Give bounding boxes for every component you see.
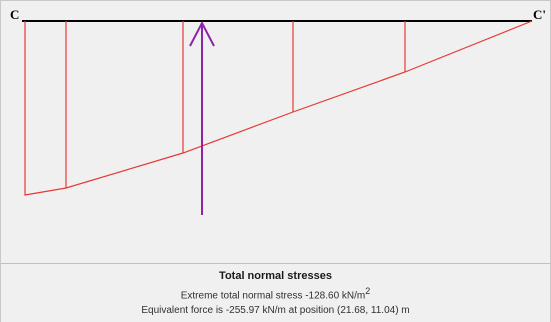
- section-start-label: C: [10, 7, 20, 22]
- unit-exponent: 2: [365, 286, 371, 296]
- extreme-stress-text: Extreme total normal stress -128.60 kN/m: [180, 290, 366, 302]
- stress-envelope: [24, 20, 533, 196]
- info-title: Total normal stresses: [219, 270, 332, 282]
- stress-diagram: [22, 20, 533, 215]
- section-end-label: C': [533, 7, 546, 22]
- equivalent-force-line: Equivalent force is -255.97 kN/m at posi…: [141, 305, 410, 317]
- extreme-stress-line: Extreme total normal stress -128.60 kN/m…: [1, 286, 550, 301]
- stress-info-panel: Total normal stresses Extreme total norm…: [1, 263, 550, 322]
- equivalent-force-arrow-head: [189, 20, 215, 47]
- stress-plot-area: C C': [1, 1, 550, 259]
